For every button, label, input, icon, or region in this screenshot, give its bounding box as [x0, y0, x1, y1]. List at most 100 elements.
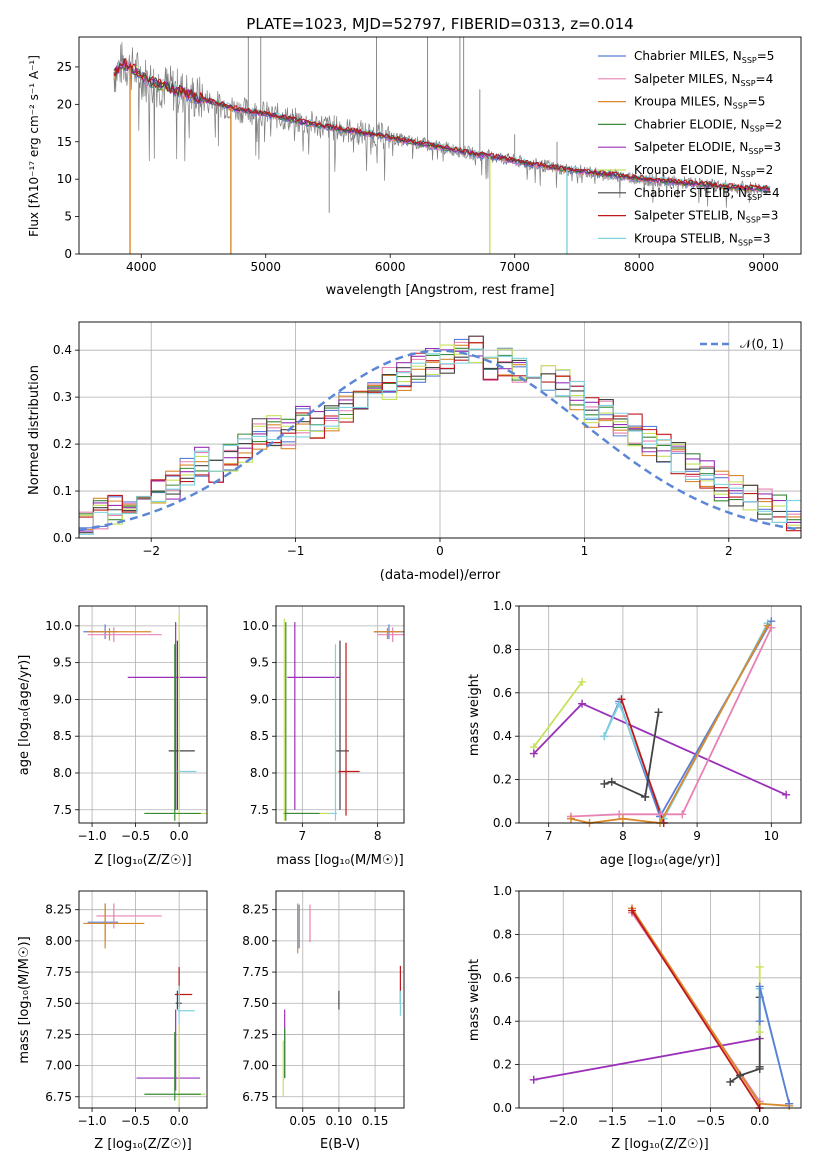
- mass-weight-line: [570, 627, 773, 818]
- data-point-marker: [755, 962, 764, 971]
- y-tick-label: 8.25: [45, 903, 72, 917]
- y-tick-label: 0.4: [53, 343, 72, 357]
- weight-age-y-axis-label: mass weight: [467, 674, 482, 756]
- y-tick-label: 0: [64, 247, 72, 261]
- mass-extinction-gridlines: [276, 891, 404, 1108]
- errorbar-group: [282, 618, 404, 821]
- weight-metallicity-gridlines: [519, 890, 801, 1109]
- mass-metallicity-plot-area: [83, 903, 206, 1107]
- errorbar-group: [282, 903, 401, 1097]
- legend-entry-label: Kroupa MILES, NSSP=5: [634, 95, 765, 111]
- mass-vs-extinction-panel: 0.05 0.10 0.15 6.75 7.00 7.25 7.50 7.75 8.00 8.25…: [242, 890, 405, 1152]
- axes-frame: [78, 890, 208, 1109]
- data-point-marker: [578, 677, 587, 686]
- y-tick-label: 1.0: [493, 599, 512, 613]
- spectrum-y-axis-label: Flux [fλ10⁻¹⁷ erg cm⁻² s⁻¹ A⁻¹]: [27, 55, 41, 237]
- x-tick-label: −1.0: [77, 1114, 106, 1128]
- y-tick-label: 0.2: [493, 773, 512, 787]
- residual-x-axis-label: (data-model)/error: [380, 568, 501, 583]
- mass-metallicity-x-axis-label: Z [log₁₀(Z/Z☉)]: [94, 1137, 191, 1152]
- y-tick-label: 6.75: [45, 1090, 72, 1104]
- legend-entry-label: Kroupa ELODIE, NSSP=2: [634, 163, 773, 179]
- data-point-marker: [618, 814, 627, 823]
- data-point-marker: [726, 1077, 735, 1086]
- y-tick-label: 8.00: [242, 934, 269, 948]
- data-point-marker: [617, 695, 626, 704]
- data-point-marker: [654, 708, 663, 717]
- x-tick-label: −0.5: [696, 1114, 725, 1128]
- age-vs-metallicity-panel: −1.0 −0.5 0.0 7.5 8.0 8.5 9.0 9.5 10.0 Z [log₁₀(…: [17, 605, 208, 868]
- age-metallicity-y-axis-label: age [log₁₀(age/yr)]: [17, 655, 32, 776]
- x-tick-label: −2.0: [549, 1114, 578, 1128]
- x-tick-label: −0.5: [121, 1114, 150, 1128]
- x-tick-label: 7000: [499, 260, 530, 274]
- age-metallicity-plot-area: [83, 614, 207, 821]
- x-tick-label: 0.15: [362, 1114, 389, 1128]
- axes-frame: [78, 321, 802, 539]
- x-tick-label: −0.5: [121, 829, 150, 843]
- mass-weight-line: [758, 986, 791, 1104]
- x-tick-label: 7: [299, 829, 307, 843]
- data-point-marker: [656, 810, 664, 819]
- data-point-marker: [782, 790, 791, 799]
- mass-weight-line: [533, 1037, 760, 1081]
- axes-frame: [518, 890, 802, 1109]
- legend-entry-label: Salpeter ELODIE, NSSP=3: [634, 140, 781, 156]
- mass-vs-metallicity-panel: −1.0 −0.5 0.06.757.007.257.507.758.008.25 …: [17, 890, 208, 1152]
- y-tick-label: 0.0: [493, 816, 512, 830]
- x-tick-label: 4000: [126, 260, 157, 274]
- y-tick-label: 7.50: [242, 996, 269, 1010]
- axes-frame: [275, 605, 405, 824]
- y-tick-label: 1.0: [493, 884, 512, 898]
- normal-reference-curve: [78, 349, 802, 532]
- x-tick-label: −1.0: [647, 1114, 676, 1128]
- y-tick-label: 8.5: [53, 729, 72, 743]
- y-tick-label: 7.50: [45, 996, 72, 1010]
- data-point-marker: [566, 814, 575, 823]
- y-tick-label: 0.8: [493, 642, 512, 656]
- legend-entry-label: Chabrier ELODIE, NSSP=2: [634, 117, 782, 133]
- x-tick-label: 0.0: [170, 829, 189, 843]
- x-tick-label: 6000: [375, 260, 406, 274]
- y-tick-label: 7.00: [45, 1059, 72, 1073]
- data-point-marker: [755, 1062, 764, 1071]
- y-tick-label: 9.0: [53, 692, 72, 706]
- y-tick-label: 0.2: [493, 1058, 512, 1072]
- data-point-marker: [641, 792, 650, 801]
- x-tick-label: 10: [764, 829, 779, 843]
- x-tick-label: 9: [693, 829, 701, 843]
- y-tick-label: 10.0: [242, 619, 269, 633]
- x-tick-label: 0.10: [326, 1114, 353, 1128]
- age-mass-axes: 7 8 7.5 8.0 8.5 9.0 9.5 10.0: [242, 605, 405, 843]
- residual-histogram-panel: 𝒩(0, 1) −2 −1 0 1 2 0.0 0.1 0.2 0.3 0.4 (data-mod…: [27, 321, 802, 583]
- weight-age-x-axis-label: age [log₁₀(age/yr)]: [600, 853, 721, 868]
- y-tick-label: 0.0: [53, 531, 72, 545]
- y-tick-label: 25: [57, 60, 72, 74]
- y-tick-label: 8.00: [45, 934, 72, 948]
- data-point-marker: [785, 1099, 794, 1108]
- y-tick-label: 10: [57, 172, 72, 186]
- y-tick-label: 5: [64, 210, 72, 224]
- x-tick-label: −2: [142, 544, 160, 558]
- histogram-step-line: [79, 342, 801, 532]
- data-point-marker: [529, 749, 538, 758]
- data-point-marker: [755, 1017, 764, 1026]
- weight-vs-metallicity-panel: −2.0 −1.5 −1.0 −0.5 0.0 0.0 0.2 0.4 0.6 0.8 1.0 Z …: [467, 884, 802, 1152]
- y-tick-label: 9.5: [53, 656, 72, 670]
- y-tick-label: 9.5: [250, 656, 269, 670]
- x-tick-label: 8: [619, 829, 627, 843]
- age-mass-plot-area: [282, 618, 404, 821]
- y-tick-label: 15: [57, 135, 72, 149]
- spectrum-axes: 4000 5000 6000 7000 8000 9000 0 5 10 15 20 25: [57, 36, 802, 274]
- y-tick-label: 10.0: [45, 619, 72, 633]
- x-tick-label: −1: [287, 544, 305, 558]
- y-tick-label: 0.8: [493, 927, 512, 941]
- mass-weight-line: [603, 620, 773, 819]
- spectrum-x-axis-label: wavelength [Angstrom, rest frame]: [326, 283, 555, 298]
- y-tick-label: 8.25: [242, 903, 269, 917]
- x-tick-label: 1: [581, 544, 589, 558]
- residual-y-axis-label: Normed distribution: [27, 365, 42, 495]
- histogram-step-line: [79, 335, 801, 534]
- mass-weight-line: [570, 625, 769, 824]
- weight-metallicity-plot-area: [529, 904, 794, 1112]
